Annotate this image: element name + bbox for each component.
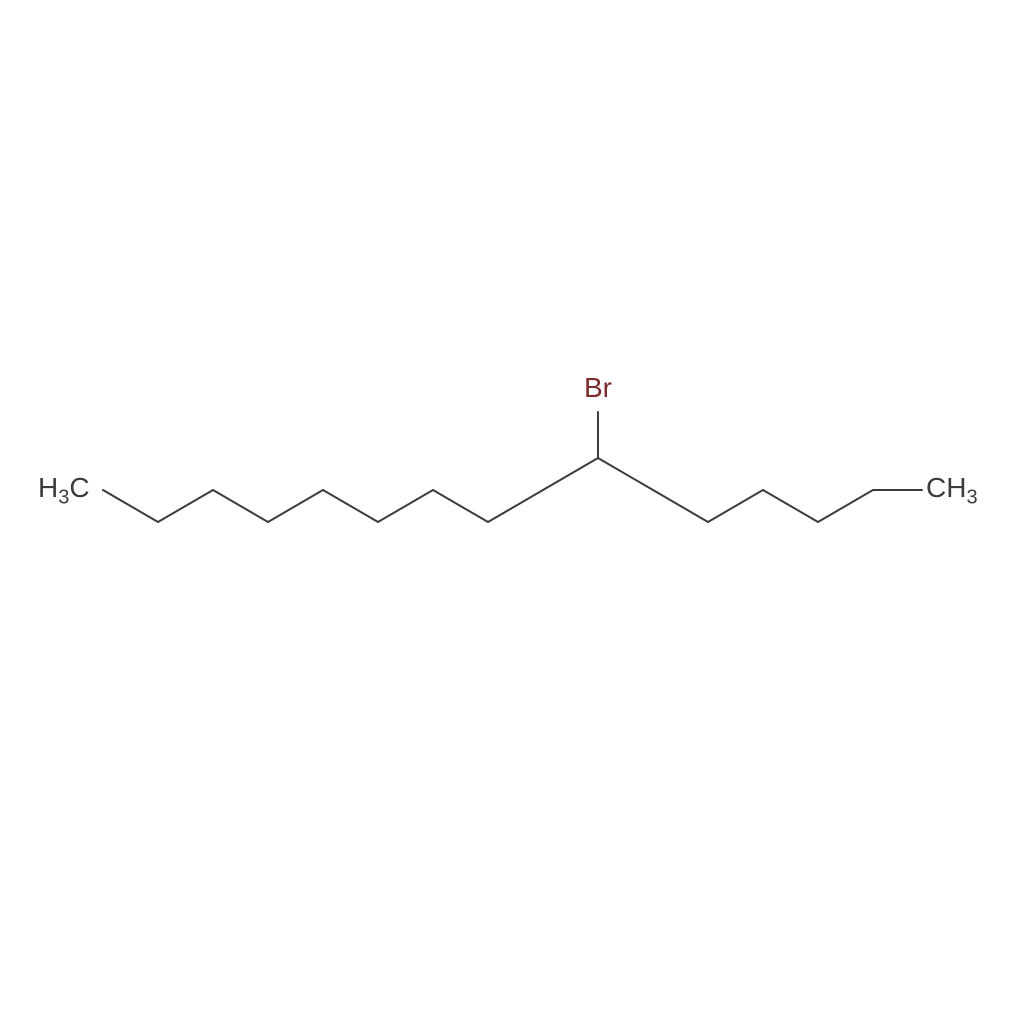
right-methyl-label: CH3 — [926, 472, 978, 510]
molecule-skeleton — [0, 0, 1024, 1024]
left-methyl-label: H3C — [38, 472, 90, 510]
bromine-label: Br — [584, 372, 612, 404]
